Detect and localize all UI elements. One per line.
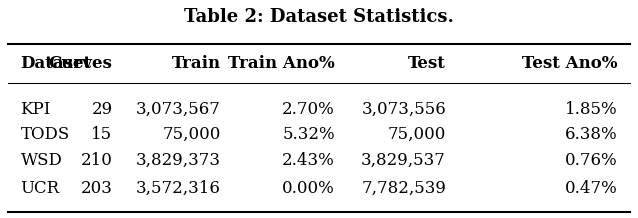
Text: 75,000: 75,000 bbox=[388, 126, 446, 143]
Text: 0.76%: 0.76% bbox=[565, 152, 618, 169]
Text: Curves: Curves bbox=[48, 55, 112, 72]
Text: Test: Test bbox=[408, 55, 446, 72]
Text: 3,073,567: 3,073,567 bbox=[136, 100, 221, 118]
Text: 75,000: 75,000 bbox=[162, 126, 221, 143]
Text: 29: 29 bbox=[91, 100, 112, 118]
Text: 5.32%: 5.32% bbox=[282, 126, 335, 143]
Text: WSD: WSD bbox=[20, 152, 63, 169]
Text: Train Ano%: Train Ano% bbox=[228, 55, 335, 72]
Text: 210: 210 bbox=[80, 152, 112, 169]
Text: 3,572,316: 3,572,316 bbox=[136, 180, 221, 197]
Text: 6.38%: 6.38% bbox=[565, 126, 618, 143]
Text: 2.43%: 2.43% bbox=[282, 152, 335, 169]
Text: 203: 203 bbox=[80, 180, 112, 197]
Text: TODS: TODS bbox=[20, 126, 70, 143]
Text: UCR: UCR bbox=[20, 180, 59, 197]
Text: 3,073,556: 3,073,556 bbox=[361, 100, 446, 118]
Text: 3,829,373: 3,829,373 bbox=[135, 152, 221, 169]
Text: 0.47%: 0.47% bbox=[565, 180, 618, 197]
Text: Table 2: Dataset Statistics.: Table 2: Dataset Statistics. bbox=[184, 8, 454, 26]
Text: 3,829,537: 3,829,537 bbox=[361, 152, 446, 169]
Text: Test Ano%: Test Ano% bbox=[522, 55, 618, 72]
Text: Dataset: Dataset bbox=[20, 55, 92, 72]
Text: 2.70%: 2.70% bbox=[282, 100, 335, 118]
Text: Train: Train bbox=[172, 55, 221, 72]
Text: 0.00%: 0.00% bbox=[282, 180, 335, 197]
Text: 7,782,539: 7,782,539 bbox=[361, 180, 446, 197]
Text: 15: 15 bbox=[91, 126, 112, 143]
Text: KPI: KPI bbox=[20, 100, 51, 118]
Text: 1.85%: 1.85% bbox=[565, 100, 618, 118]
